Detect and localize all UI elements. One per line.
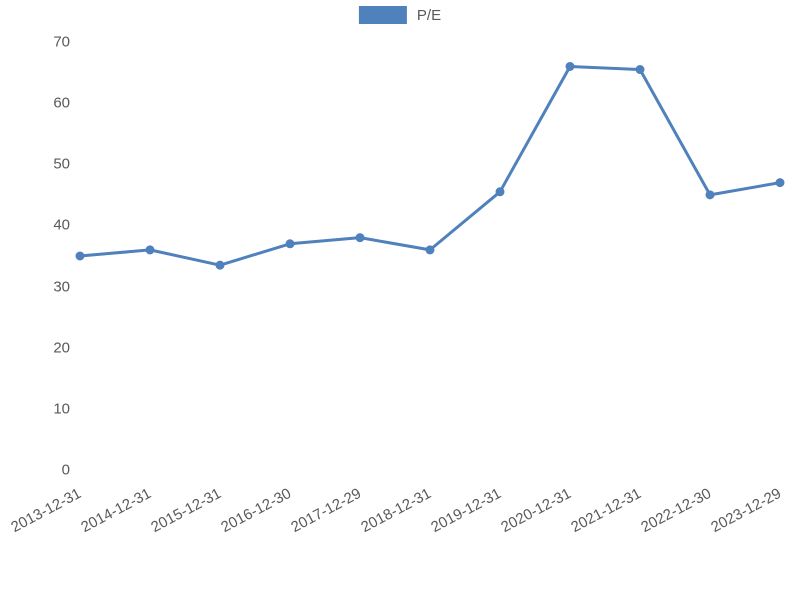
legend: P/E	[359, 6, 441, 24]
x-tick-label: 2022-12-30	[638, 485, 714, 536]
data-point	[76, 252, 84, 260]
data-point	[146, 246, 154, 254]
data-point	[636, 66, 644, 74]
pe-line-chart: P/E 0 10 20 30 40 50 60 70 2013-12-312014-12-31…	[0, 0, 800, 600]
x-tick-label: 2016-12-30	[218, 485, 294, 536]
x-tick-label: 2015-12-31	[148, 485, 224, 536]
y-tick-label: 70	[53, 34, 70, 51]
data-point	[356, 234, 364, 242]
data-point	[496, 188, 504, 196]
x-tick-label: 2023-12-29	[708, 485, 784, 536]
data-point	[566, 62, 574, 70]
y-tick-label: 30	[53, 278, 70, 295]
line-series-svg	[80, 42, 780, 470]
y-tick-label: 60	[53, 95, 70, 112]
series-line	[80, 66, 780, 265]
x-tick-label: 2021-12-31	[568, 485, 644, 536]
data-point	[426, 246, 434, 254]
plot-area	[80, 42, 780, 470]
x-tick-label: 2018-12-31	[358, 485, 434, 536]
data-point	[286, 240, 294, 248]
y-tick-label: 10	[53, 400, 70, 417]
y-tick-label: 20	[53, 339, 70, 356]
data-point	[776, 179, 784, 187]
x-tick-label: 2013-12-31	[8, 485, 84, 536]
legend-swatch	[359, 6, 407, 24]
x-tick-label: 2020-12-31	[498, 485, 574, 536]
legend-label: P/E	[417, 7, 441, 24]
x-tick-label: 2017-12-29	[288, 485, 364, 536]
y-tick-label: 40	[53, 217, 70, 234]
y-tick-label: 0	[62, 462, 70, 479]
x-tick-label: 2014-12-31	[78, 485, 154, 536]
x-tick-label: 2019-12-31	[428, 485, 504, 536]
data-point	[216, 261, 224, 269]
y-tick-label: 50	[53, 156, 70, 173]
data-point	[706, 191, 714, 199]
